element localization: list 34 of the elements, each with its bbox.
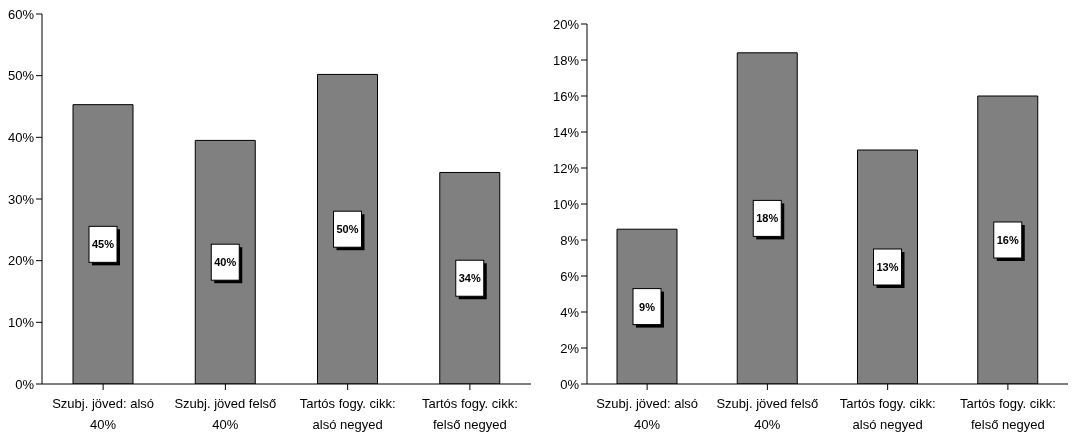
x-tick-label: Tartós fogy. cikk: felső negyed — [421, 396, 518, 432]
x-tick-label: Szubj. jöved: alsó 40% — [596, 396, 699, 432]
y-tick-label: 14% — [552, 124, 580, 140]
data-label: 45% — [91, 238, 115, 251]
x-tick-label: Tartós fogy. cikk: alsó negyed — [839, 396, 936, 432]
y-tick-label: 60% — [7, 6, 35, 22]
data-label: 16% — [996, 234, 1019, 246]
y-tick-label: 6% — [560, 268, 580, 284]
x-tick-label: Szubj. jöved: alsó 40% — [52, 396, 155, 432]
y-tick-label: 4% — [560, 304, 580, 320]
y-tick-label: 50% — [7, 68, 35, 84]
x-tick-label: Szubj. jöved felső 40% — [174, 396, 277, 432]
data-label: 9% — [639, 300, 656, 313]
y-tick-label: 40% — [7, 129, 35, 145]
y-tick-label: 0% — [15, 376, 35, 392]
y-tick-label: 20% — [552, 16, 580, 32]
y-tick-label: 2% — [560, 340, 580, 356]
y-tick-label: 30% — [7, 191, 35, 207]
y-tick-label: 8% — [560, 232, 580, 248]
data-label: 18% — [756, 212, 779, 225]
y-tick-label: 18% — [552, 52, 580, 68]
data-label: 13% — [876, 261, 899, 273]
x-tick-label: Tartós fogy. cikk: alsó negyed — [299, 396, 396, 432]
y-tick-label: 20% — [7, 253, 35, 269]
data-label: 34% — [458, 272, 481, 285]
y-tick-label: 0% — [560, 376, 580, 392]
y-tick-label: 12% — [552, 160, 580, 176]
y-tick-label: 10% — [552, 196, 580, 212]
x-tick-label: Szubj. jöved felső 40% — [716, 396, 819, 432]
x-tick-label: Tartós fogy. cikk: felső negyed — [959, 396, 1056, 432]
data-label: 40% — [214, 256, 237, 269]
y-tick-label: 10% — [7, 314, 35, 330]
data-label: 50% — [336, 223, 359, 236]
y-tick-label: 16% — [552, 88, 580, 104]
